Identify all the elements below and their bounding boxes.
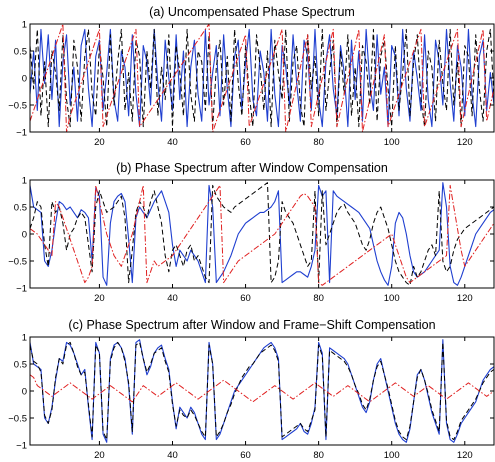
panel-b-title: (b) Phase Spectrum after Window Compensa… (116, 161, 388, 175)
panel-b-series-2-line (30, 182, 494, 286)
panel-a-ytick-label: −0.5 (8, 101, 27, 112)
panel-c-ytick-label: 0 (22, 387, 27, 398)
panel-c: (c) Phase Spectrum after Window and Fram… (8, 318, 495, 461)
panel-b-series-1-line (30, 182, 494, 286)
panel-a-series-3-line (30, 24, 494, 132)
panel-b-xtick-label: 80 (313, 293, 324, 304)
panel-b-series-3-line (30, 184, 494, 286)
panel-b-ytick-label: 0 (22, 230, 27, 241)
panel-a-series-1-line (30, 28, 494, 128)
panel-c-xtick-label: 120 (457, 450, 473, 461)
panel-a-xtick-label: 60 (240, 137, 251, 148)
panel-b-xtick-label: 40 (167, 293, 178, 304)
panel-b-xtick-label: 120 (457, 293, 473, 304)
panel-c-xtick-label: 100 (384, 450, 400, 461)
panel-c-ytick-label: 0.5 (14, 360, 27, 371)
panel-b: (b) Phase Spectrum after Window Compensa… (8, 161, 495, 304)
panel-c-xtick-label: 20 (94, 450, 105, 461)
panel-b-ytick-label: 1 (22, 176, 27, 187)
panel-b-ytick-label: −0.5 (8, 257, 27, 268)
panel-a-xtick-label: 20 (94, 137, 105, 148)
panel-c-series-3-line (30, 374, 494, 403)
panel-a-title: (a) Uncompensated Phase Spectrum (149, 5, 355, 19)
panel-a: (a) Uncompensated Phase Spectrum 20 40 60 80… (8, 5, 495, 148)
panel-c-ytick-label: −0.5 (8, 414, 27, 425)
panel-c-xtick-label: 40 (167, 450, 178, 461)
panel-c-series-2-line (30, 341, 494, 441)
panel-a-xtick-label: 120 (457, 137, 473, 148)
panel-a-ytick-label: −1 (16, 128, 27, 139)
panel-b-ytick-label: 0.5 (14, 203, 27, 214)
panel-a-series-2-line (30, 28, 494, 128)
panel-b-ytick-label: −1 (16, 284, 27, 295)
panel-a-xtick-label: 100 (384, 137, 400, 148)
panel-b-xtick-label: 20 (94, 293, 105, 304)
panel-c-xtick-label: 80 (313, 450, 324, 461)
panel-b-xtick-label: 60 (240, 293, 251, 304)
panel-c-title: (c) Phase Spectrum after Window and Fram… (68, 318, 435, 332)
panel-a-xtick-label: 40 (167, 137, 178, 148)
panel-c-ytick-label: 1 (22, 333, 27, 344)
panel-a-xtick-label: 80 (313, 137, 324, 148)
panel-a-ytick-label: 0.5 (14, 47, 27, 58)
panel-c-xtick-label: 60 (240, 450, 251, 461)
panel-a-ytick-label: 0 (22, 74, 27, 85)
panel-a-ytick-label: 1 (22, 20, 27, 31)
panel-c-ytick-label: −1 (16, 441, 27, 452)
panel-b-xtick-label: 100 (384, 293, 400, 304)
